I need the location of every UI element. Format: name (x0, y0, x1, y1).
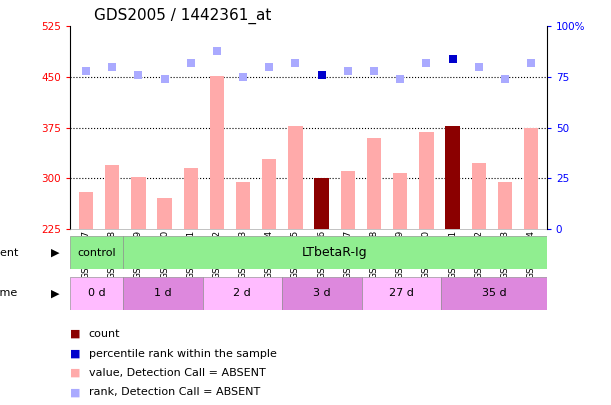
Bar (79, 192, 93, 229)
Text: GSM38340: GSM38340 (422, 230, 431, 279)
Text: GSM38331: GSM38331 (186, 230, 196, 279)
Text: 27 d: 27 d (389, 288, 414, 298)
Text: ■: ■ (70, 349, 81, 358)
Text: GSM38330: GSM38330 (160, 230, 169, 279)
Bar (367, 138, 381, 229)
Text: GSM38334: GSM38334 (265, 230, 274, 279)
Bar (123, 277, 203, 310)
Text: GSM38328: GSM38328 (108, 230, 117, 279)
Bar (341, 171, 355, 229)
Bar (282, 277, 362, 310)
Bar (105, 165, 119, 229)
Text: GSM38342: GSM38342 (474, 230, 483, 279)
Bar (203, 277, 282, 310)
Bar (441, 277, 547, 310)
Bar (472, 163, 486, 229)
Text: agent: agent (0, 248, 18, 258)
Text: time: time (0, 288, 18, 298)
Text: value, Detection Call = ABSENT: value, Detection Call = ABSENT (89, 368, 265, 378)
Bar (288, 126, 302, 229)
Text: GSM38336: GSM38336 (317, 230, 326, 279)
Text: ■: ■ (70, 329, 81, 339)
Text: count: count (89, 329, 120, 339)
Bar (131, 177, 145, 229)
Bar (393, 173, 408, 229)
Text: GSM38344: GSM38344 (527, 230, 536, 279)
Text: GDS2005 / 1442361_at: GDS2005 / 1442361_at (94, 7, 271, 23)
Bar (183, 168, 198, 229)
Bar (123, 236, 547, 269)
Text: percentile rank within the sample: percentile rank within the sample (89, 349, 276, 358)
Text: GSM38339: GSM38339 (396, 230, 404, 279)
Text: 35 d: 35 d (481, 288, 506, 298)
Bar (210, 76, 224, 229)
Bar (236, 181, 251, 229)
Text: GSM38329: GSM38329 (134, 230, 143, 279)
Text: ■: ■ (70, 368, 81, 378)
Text: ■: ■ (70, 388, 81, 397)
Text: 3 d: 3 d (313, 288, 331, 298)
Text: GSM38337: GSM38337 (343, 230, 353, 279)
Bar (524, 128, 538, 229)
Text: 0 d: 0 d (88, 288, 106, 298)
Text: ▶: ▶ (51, 288, 59, 298)
Bar (498, 181, 512, 229)
Bar (445, 126, 459, 229)
Bar (262, 159, 276, 229)
Bar (70, 277, 123, 310)
Bar (70, 236, 123, 269)
Text: GSM38335: GSM38335 (291, 230, 300, 279)
Text: rank, Detection Call = ABSENT: rank, Detection Call = ABSENT (89, 388, 260, 397)
Text: GSM38333: GSM38333 (238, 230, 247, 279)
Text: GSM38343: GSM38343 (500, 230, 510, 279)
Text: control: control (78, 248, 116, 258)
Text: 2 d: 2 d (233, 288, 251, 298)
Text: LTbetaR-Ig: LTbetaR-Ig (302, 246, 368, 259)
Text: ▶: ▶ (51, 248, 59, 258)
Text: GSM38338: GSM38338 (370, 230, 379, 279)
Text: GSM38327: GSM38327 (81, 230, 90, 279)
Bar (362, 277, 441, 310)
Bar (315, 178, 329, 229)
Bar (158, 198, 172, 229)
Text: 1 d: 1 d (154, 288, 172, 298)
Text: GSM38332: GSM38332 (213, 230, 221, 279)
Bar (419, 132, 434, 229)
Text: GSM38341: GSM38341 (448, 230, 457, 279)
